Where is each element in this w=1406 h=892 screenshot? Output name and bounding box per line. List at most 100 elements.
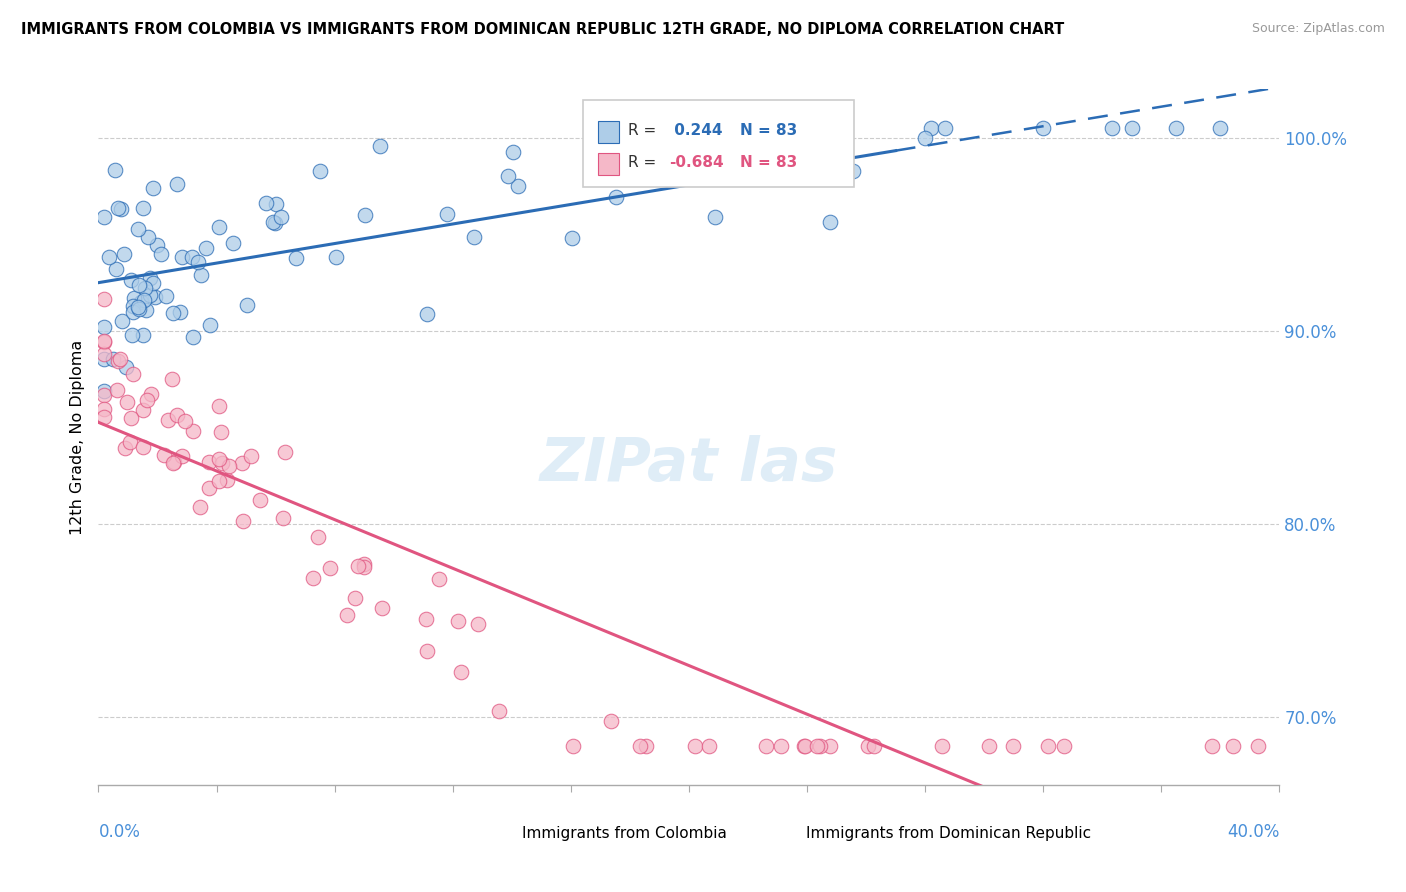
Point <box>1121 120 1143 135</box>
Point <box>105 262 128 277</box>
Point <box>93 334 115 349</box>
Point <box>508 178 530 193</box>
Point <box>256 195 278 210</box>
Point <box>93 384 115 398</box>
Point <box>172 449 194 463</box>
FancyBboxPatch shape <box>598 153 619 175</box>
Point <box>353 208 375 222</box>
Point <box>810 739 832 754</box>
Text: ZIPat las: ZIPat las <box>540 435 838 494</box>
Point <box>93 334 115 348</box>
Point <box>121 299 143 313</box>
Point <box>628 739 651 754</box>
Point <box>436 207 458 221</box>
Point <box>598 153 620 167</box>
Point <box>344 591 367 605</box>
Point <box>207 399 229 413</box>
Point <box>121 327 143 342</box>
Point <box>231 456 253 470</box>
Point <box>262 215 284 229</box>
Point <box>488 704 510 718</box>
Point <box>914 130 936 145</box>
Point <box>110 352 132 367</box>
Point <box>447 614 470 628</box>
Point <box>240 450 263 464</box>
Point <box>121 368 143 382</box>
Point <box>463 230 485 244</box>
Point <box>1222 739 1244 754</box>
Point <box>110 202 132 216</box>
Point <box>934 120 956 135</box>
Point <box>1166 120 1188 135</box>
Point <box>93 292 115 306</box>
Point <box>163 454 186 468</box>
Point <box>235 298 257 312</box>
Point <box>931 739 953 754</box>
Point <box>129 294 152 309</box>
Point <box>605 190 627 204</box>
Point <box>128 277 150 292</box>
Point <box>755 739 778 754</box>
Point <box>166 177 188 191</box>
Point <box>232 514 254 528</box>
Point <box>920 120 942 135</box>
Point <box>1053 739 1076 754</box>
Point <box>207 219 229 234</box>
Text: N = 83: N = 83 <box>740 154 797 169</box>
Point <box>820 215 842 229</box>
Point <box>634 739 657 754</box>
Point <box>121 305 143 319</box>
Point <box>93 210 115 224</box>
Point <box>120 410 142 425</box>
Point <box>427 572 450 586</box>
Point <box>122 291 145 305</box>
Point <box>793 739 815 754</box>
Point <box>285 251 308 265</box>
Point <box>368 138 391 153</box>
Point <box>127 301 149 315</box>
Point <box>561 231 583 245</box>
Point <box>104 162 127 177</box>
Point <box>222 235 245 250</box>
Point <box>336 607 359 622</box>
FancyBboxPatch shape <box>778 827 799 844</box>
Point <box>1209 120 1232 135</box>
Point <box>160 372 183 386</box>
Point <box>93 319 115 334</box>
Text: R =: R = <box>627 123 655 138</box>
Point <box>683 739 706 754</box>
Point <box>188 500 211 514</box>
Point <box>416 307 439 321</box>
Point <box>145 290 167 304</box>
Point <box>132 403 155 417</box>
Point <box>93 387 115 401</box>
Point <box>704 210 727 224</box>
Point <box>181 250 204 264</box>
Point <box>1246 739 1268 754</box>
Point <box>132 201 155 215</box>
Point <box>271 511 294 525</box>
Point <box>101 352 124 367</box>
Point <box>215 474 238 488</box>
Point <box>93 347 115 361</box>
Point <box>353 560 375 574</box>
Point <box>371 601 394 615</box>
Point <box>98 250 121 264</box>
Point <box>806 739 828 754</box>
Point <box>198 481 221 495</box>
Text: 40.0%: 40.0% <box>1227 823 1279 841</box>
Point <box>198 318 221 333</box>
Point <box>162 306 184 320</box>
Point <box>187 254 209 268</box>
Point <box>127 222 149 236</box>
Point <box>319 561 342 575</box>
Point <box>120 272 142 286</box>
Text: 0.244: 0.244 <box>669 123 723 138</box>
Point <box>697 739 720 754</box>
Point <box>93 402 115 417</box>
Point <box>134 280 156 294</box>
Point <box>162 456 184 470</box>
Point <box>107 354 129 368</box>
Text: N = 83: N = 83 <box>740 123 797 138</box>
Point <box>249 492 271 507</box>
